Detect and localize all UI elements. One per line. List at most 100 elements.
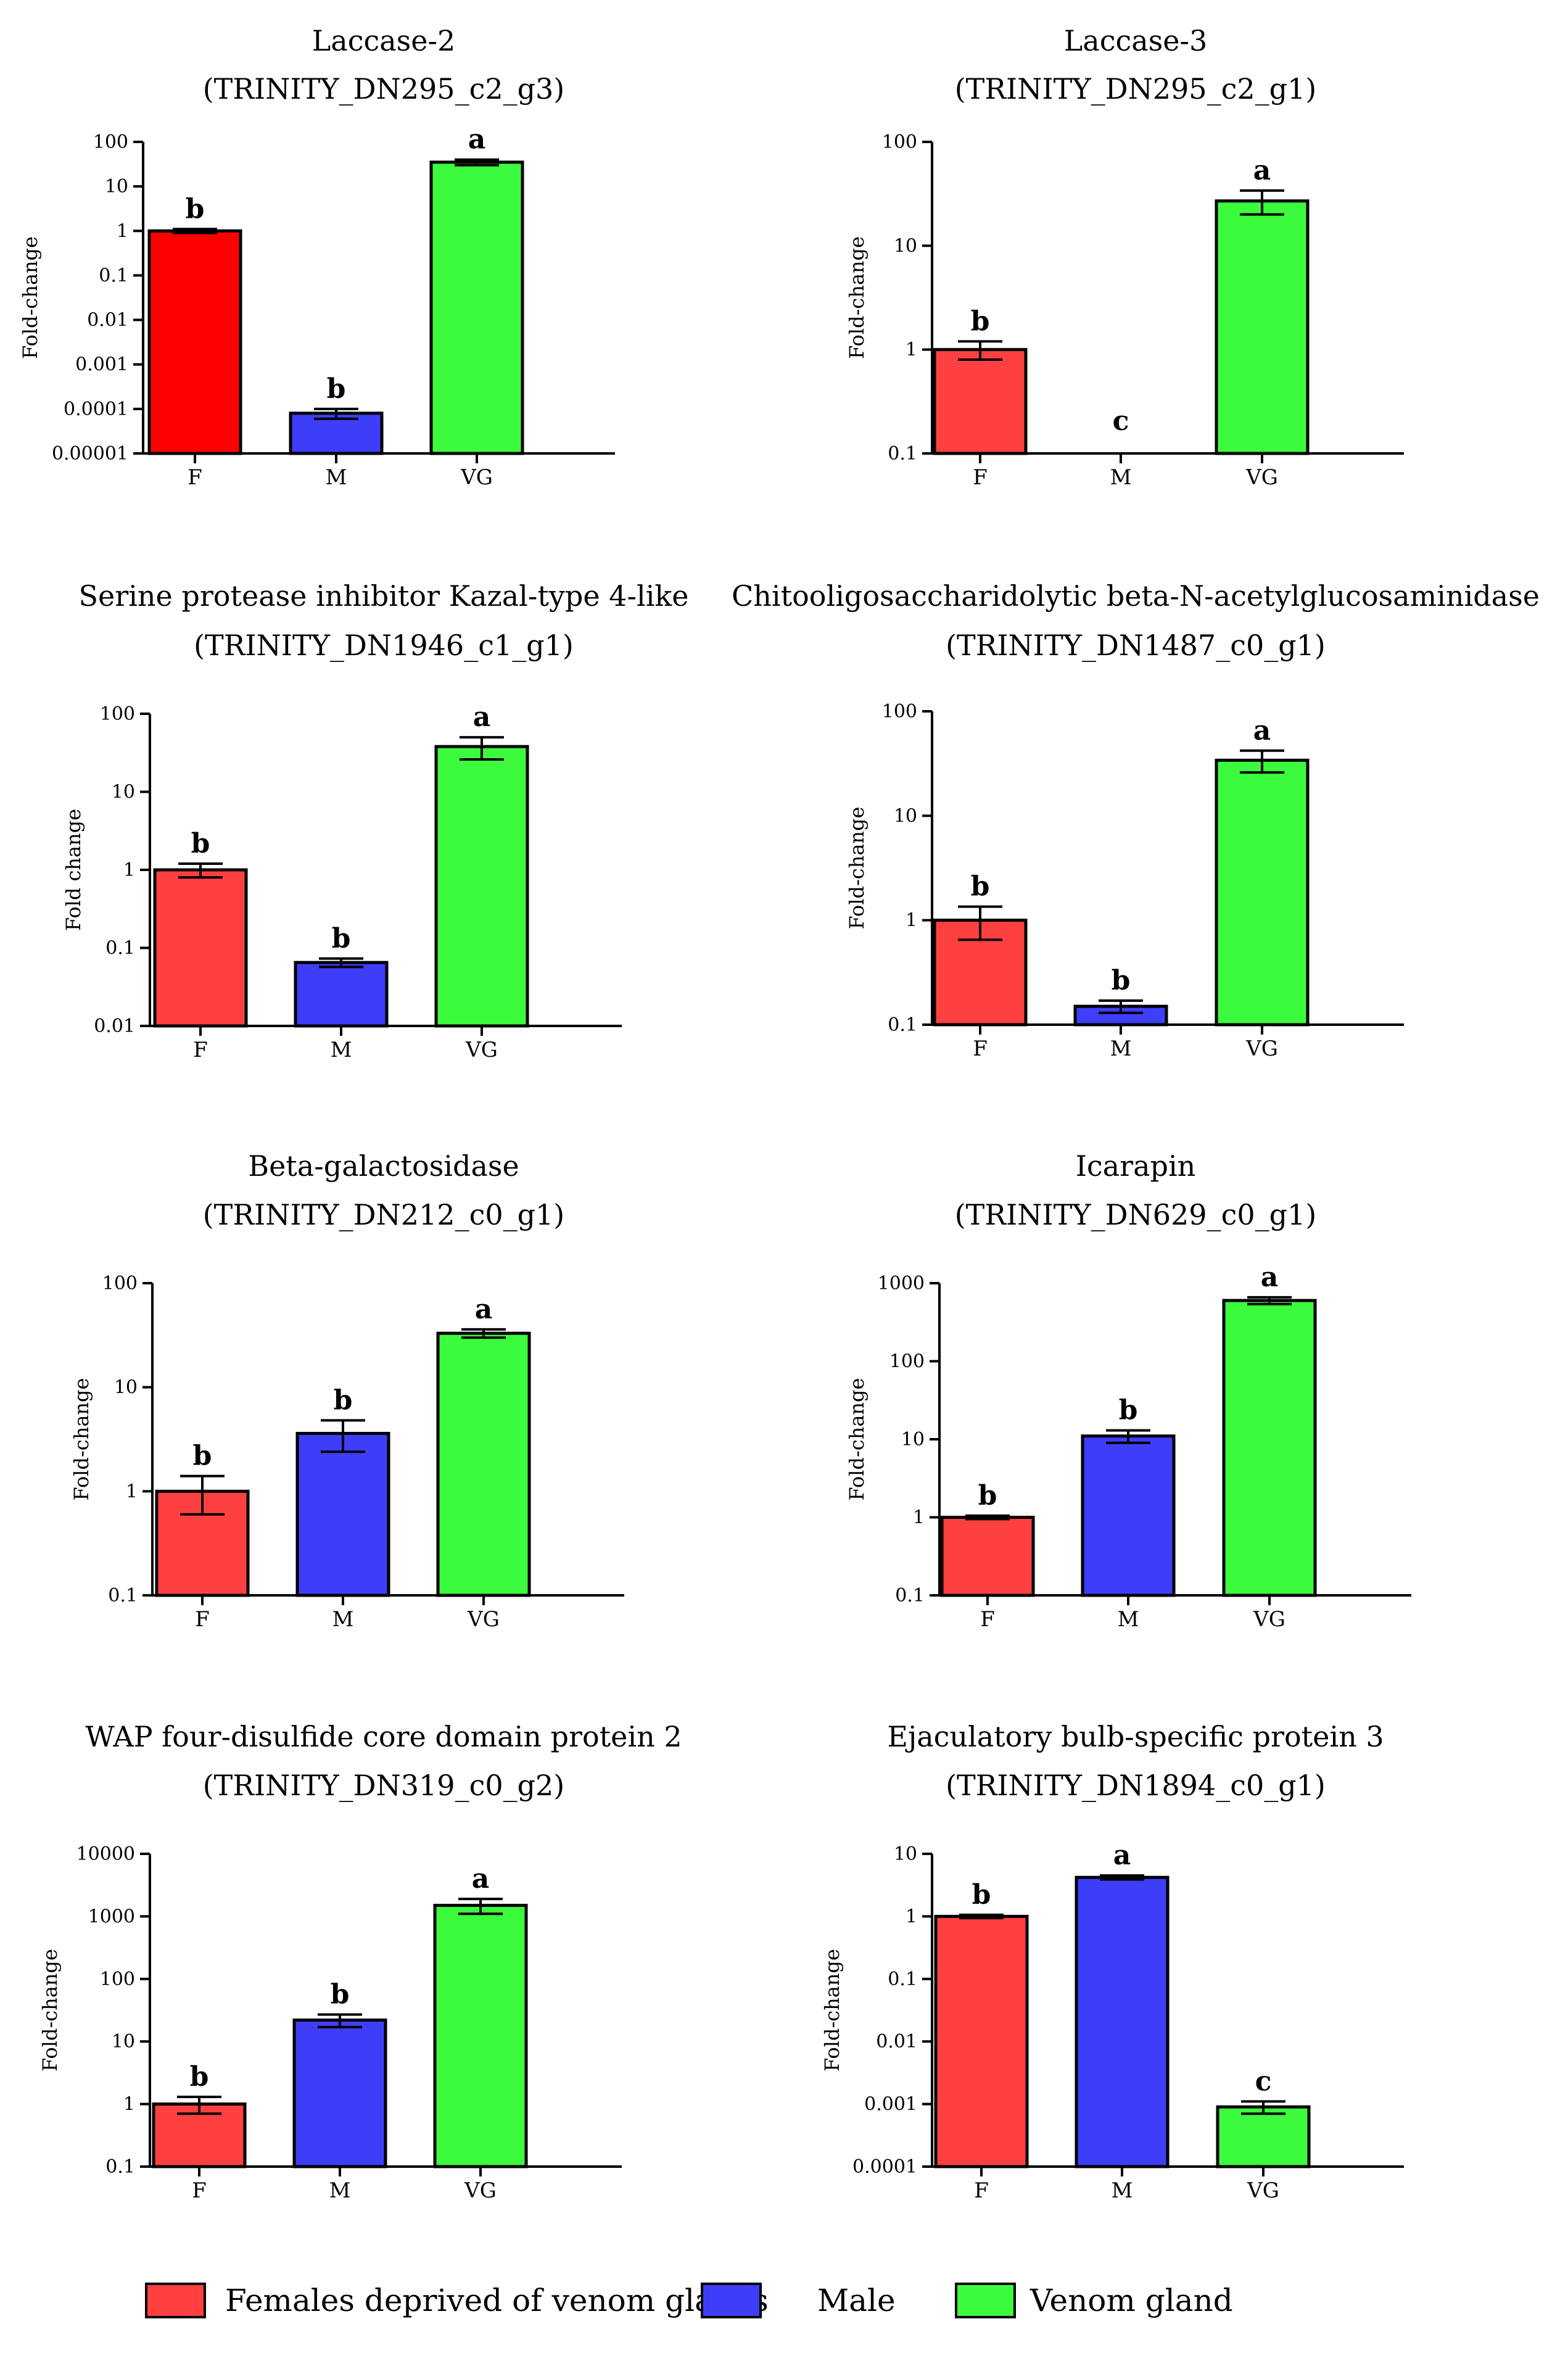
significance-letter-m: b <box>334 1384 353 1416</box>
bar-vg <box>434 745 529 1028</box>
chart-title: WAP four-disulfide core domain protein 2 <box>85 1720 682 1753</box>
y-tick-label: 0.1 <box>105 938 135 959</box>
y-tick-label: 0.1 <box>105 2156 135 2178</box>
y-tick-label: 100 <box>100 1969 135 1990</box>
x-tick-label-m: M <box>1110 1036 1132 1061</box>
bar-m <box>292 2018 387 2168</box>
significance-letter-m: a <box>1113 1840 1131 1871</box>
significance-letter-vg: a <box>472 1863 490 1895</box>
significance-letter-f: b <box>191 828 210 859</box>
y-tick-label: 0.01 <box>94 1015 135 1037</box>
x-tick-label-vg: VG <box>467 1607 500 1632</box>
y-tick-label: 1 <box>123 2094 135 2115</box>
x-tick-label-f: F <box>192 2178 207 2203</box>
chart-subtitle: (TRINITY_DN295_c2_g1) <box>955 72 1317 105</box>
significance-letter-m: b <box>327 373 346 405</box>
y-tick-label: 10 <box>112 2031 135 2052</box>
chart-subtitle: (TRINITY_DN1894_c0_g1) <box>946 1769 1326 1802</box>
significance-letter-vg: c <box>1255 2065 1272 2097</box>
chart-panel-6: Icarapin (TRINITY_DN629_c0_g1) Fold-change… <box>845 1149 1411 1632</box>
x-tick-label-m: M <box>1112 2178 1133 2203</box>
y-tick-label: 0.001 <box>75 354 128 376</box>
chart-subtitle: (TRINITY_DN295_c2_g3) <box>203 72 565 105</box>
y-tick-label: 0.1 <box>888 1969 917 1990</box>
y-tick-label: 0.01 <box>87 310 128 331</box>
legend-swatch-venom-gland <box>955 2283 1016 2318</box>
y-tick-label: 0.0001 <box>852 2156 917 2178</box>
chart-title: Serine protease inhibitor Kazal-type 4-l… <box>78 579 688 613</box>
y-tick-label: 100 <box>102 1273 138 1294</box>
significance-letter-vg: a <box>473 701 491 733</box>
significance-letter-m: b <box>1112 965 1131 996</box>
significance-letter-f: b <box>972 1879 991 1911</box>
y-tick-label: 10 <box>894 805 917 827</box>
y-tick-label: 100 <box>882 131 917 153</box>
bar-f <box>933 348 1028 455</box>
bar-f <box>934 1914 1029 2168</box>
y-axis-label: Fold-change <box>820 1949 844 2072</box>
x-tick-label-f: F <box>980 1607 995 1632</box>
chart-subtitle: (TRINITY_DN629_c0_g1) <box>955 1198 1317 1231</box>
y-tick-label: 10 <box>114 1377 138 1399</box>
y-axis-label: Fold-change <box>845 236 869 359</box>
y-tick-label: 100 <box>100 703 135 725</box>
x-tick-label-f: F <box>193 1038 208 1062</box>
bar-f <box>940 1516 1035 1597</box>
y-tick-label: 1 <box>117 220 128 242</box>
chart-title: Beta-galactosidase <box>248 1149 519 1183</box>
bar-vg <box>1222 1299 1317 1597</box>
bar-vg <box>433 1904 528 2168</box>
bar-vg <box>1216 2105 1311 2168</box>
significance-letter-f: b <box>971 305 990 337</box>
y-axis-label: Fold-change <box>38 1949 62 2072</box>
y-tick-label: 1 <box>123 859 135 881</box>
y-tick-label: 1 <box>906 339 917 361</box>
x-tick-label-f: F <box>974 2178 989 2203</box>
significance-letter-vg: a <box>1261 1262 1279 1293</box>
bar-f <box>153 868 248 1028</box>
significance-letter-m: c <box>1113 405 1129 437</box>
x-tick-label-vg: VG <box>465 1038 498 1062</box>
y-tick-label: 10 <box>894 1843 917 1865</box>
x-tick-label-f: F <box>195 1607 210 1632</box>
x-tick-label-m: M <box>1118 1607 1139 1632</box>
x-tick-label-f: F <box>188 465 202 490</box>
chart-panel-5: Beta-galactosidase (TRINITY_DN212_c0_g1) F… <box>70 1149 624 1632</box>
y-tick-label: 10 <box>894 235 917 257</box>
chart-panel-7: WAP four-disulfide core domain protein 2… <box>38 1720 682 2203</box>
significance-letter-m: b <box>331 1978 350 2010</box>
x-tick-label-m: M <box>331 1038 352 1062</box>
y-tick-label: 1000 <box>88 1906 135 1927</box>
chart-panel-4: Chitooligosaccharidolytic beta-N-acetylg… <box>732 579 1540 1061</box>
significance-letter-vg: a <box>1253 715 1271 746</box>
y-tick-label: 10 <box>901 1429 925 1450</box>
significance-letter-f: b <box>971 871 990 903</box>
significance-letter-f: b <box>978 1480 997 1511</box>
bar-vg <box>429 160 524 455</box>
y-tick-label: 1 <box>126 1481 138 1502</box>
bar-m <box>1081 1434 1176 1597</box>
bar-vg <box>436 1331 531 1597</box>
x-tick-label-f: F <box>973 1036 988 1061</box>
bar-vg <box>1215 199 1310 455</box>
y-tick-label: 100 <box>93 131 128 153</box>
y-tick-label: 0.1 <box>895 1585 925 1606</box>
x-tick-label-vg: VG <box>1247 2178 1279 2203</box>
bar-vg <box>1215 758 1310 1027</box>
legend-label-females: Females deprived of venom glands <box>225 2283 769 2318</box>
y-tick-label: 0.00001 <box>52 443 128 465</box>
chart-panel-2: Laccase-3 (TRINITY_DN295_c2_g1) Fold-chang… <box>845 24 1404 490</box>
chart-panels: Laccase-2 (TRINITY_DN295_c2_g3) Fold-chang… <box>19 24 1540 2203</box>
y-tick-label: 0.01 <box>876 2031 917 2052</box>
y-tick-label: 0.1 <box>108 1585 138 1606</box>
legend-swatch-male <box>701 2283 762 2318</box>
x-tick-label-vg: VG <box>1253 1607 1285 1632</box>
chart-title: Laccase-3 <box>1064 24 1208 57</box>
y-tick-label: 0.1 <box>99 265 128 286</box>
significance-letter-vg: a <box>475 1294 493 1325</box>
chart-subtitle: (TRINITY_DN319_c0_g2) <box>203 1769 565 1802</box>
chart-title: Laccase-2 <box>312 24 456 57</box>
legend-swatch-females <box>145 2283 206 2318</box>
bar-m <box>294 961 389 1028</box>
